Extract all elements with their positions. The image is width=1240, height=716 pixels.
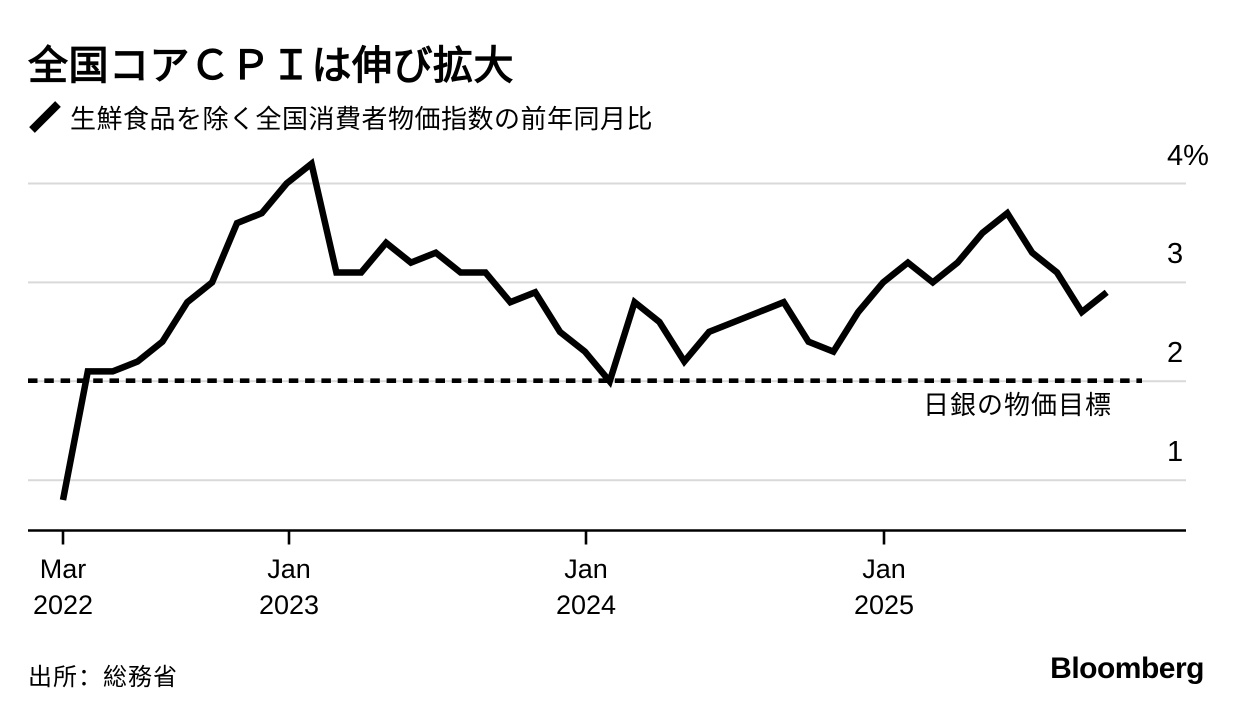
y-axis-label: 4% (1167, 139, 1209, 172)
chart-title: 全国コアＣＰＩは伸び拡大 (28, 44, 514, 88)
legend-label: 生鮮食品を除く全国消費者物価指数の前年同月比 (70, 103, 654, 134)
cpi-series-line (59, 157, 1109, 501)
y-axis-label: 3 (1167, 238, 1184, 271)
legend: 生鮮食品を除く全国消費者物価指数の前年同月比 (28, 98, 653, 136)
line-series-marker-icon (29, 101, 61, 133)
boj-target-label: 日銀の物価目標 (922, 390, 1112, 420)
bloomberg-logo: Bloomberg (1050, 652, 1204, 685)
source-note: 出所：総務省 (28, 664, 178, 691)
y-axis-label: 2 (1167, 337, 1184, 370)
x-axis-tick-label: Mar 2022 (32, 554, 94, 620)
x-axis-tick-label: Jan 2024 (555, 554, 617, 620)
x-axis-tick-label: Jan 2023 (258, 554, 320, 620)
y-axis-label: 1 (1167, 436, 1184, 469)
x-axis-tick-label: Jan 2025 (853, 554, 915, 620)
